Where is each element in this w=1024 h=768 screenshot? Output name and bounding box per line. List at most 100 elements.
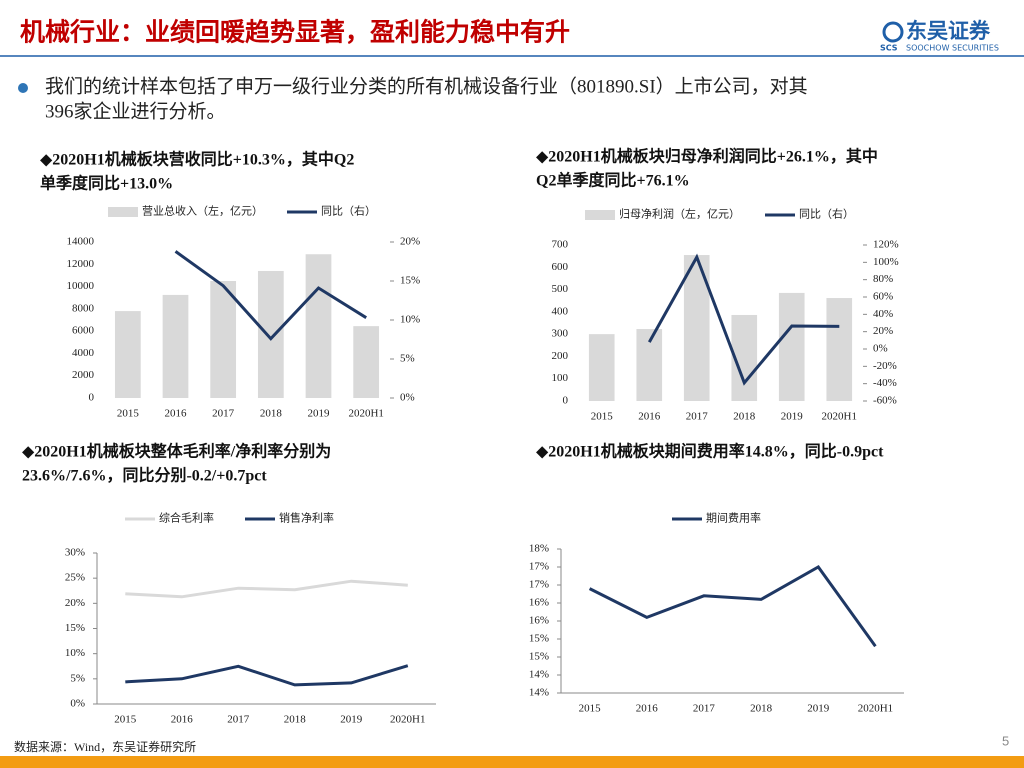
y2-tick-label: 5% [400,353,415,365]
bar [588,334,615,401]
y-tick-label: 100 [552,372,569,384]
y-tick-label: 4000 [72,347,95,359]
y2-tick-label: 80% [873,273,893,285]
y-tick-label: 0% [70,698,85,710]
chart-subtitle: 23.6%/7.6%，同比分别-0.2/+0.7pct [22,467,267,485]
line-series [647,253,840,386]
source-note: 数据来源：Wind，东吴证券研究所 [14,739,196,754]
y-tick-label: 16% [529,597,549,609]
x-tick-label: 2016 [638,411,661,423]
chart-subtitle: ◆2020H1机械板块整体毛利率/净利率分别为 [22,442,331,461]
bar [353,326,380,398]
legend-swatch [108,207,138,217]
legend-label: 同比（右） [321,204,376,218]
chart-subtitle: ◆2020H1机械板块营收同比+10.3%，其中Q2 [40,150,354,169]
y2-tick-label: -40% [873,377,897,389]
y-tick-label: 18% [529,543,549,555]
y2-tick-label: 20% [873,325,893,337]
y-tick-label: 6000 [72,325,95,337]
y-tick-label: 20% [65,597,85,609]
x-tick-label: 2019 [807,703,830,715]
x-tick-label: 2016 [636,703,659,715]
y-tick-label: 30% [65,547,85,559]
y-tick-label: 300 [552,328,569,340]
line-series [125,664,409,687]
legend-label: 综合毛利率 [159,511,214,525]
slide-title: 机械行业：业绩回暖趋势显著，盈利能力稳中有升 [20,18,570,47]
logo-mark: SCS [880,44,898,53]
y-tick-label: 0 [89,392,95,404]
y2-tick-label: 120% [873,239,899,251]
x-tick-label: 2018 [260,408,283,420]
x-tick-label: 2020H1 [822,411,857,423]
y2-tick-label: -20% [873,360,897,372]
y2-tick-label: 10% [400,314,420,326]
y-tick-label: 600 [552,261,569,273]
chart-subtitle: 单季度同比+13.0% [40,174,173,193]
bar [210,281,237,398]
intro-line: 我们的统计样本包括了申万一级行业分类的所有机械设备行业（801890.SI）上市… [45,75,808,97]
x-tick-label: 2018 [733,411,756,423]
y2-tick-label: -60% [873,395,897,407]
bar [162,294,189,398]
x-tick-label: 2016 [171,714,194,726]
y2-tick-label: 0% [873,343,888,355]
x-tick-label: 2015 [579,703,602,715]
x-tick-label: 2018 [750,703,773,715]
x-tick-label: 2016 [165,408,188,420]
y-tick-label: 25% [65,572,85,584]
y-tick-label: 500 [552,283,569,295]
y-tick-label: 14000 [67,236,95,248]
chart-subtitle: ◆2020H1机械板块期间费用率14.8%，同比-0.9pct [536,442,884,461]
y-tick-label: 15% [529,651,549,663]
y-tick-label: 10000 [67,280,95,292]
logo-sub: SOOCHOW SECURITIES [906,44,999,53]
bar [257,270,284,398]
page-number: 5 [1002,733,1009,748]
legend-label: 营业总收入（左，亿元） [142,204,263,218]
logo-text: 东吴证券 [906,19,991,43]
y2-tick-label: 60% [873,291,893,303]
y-tick-label: 0 [563,395,569,407]
y-tick-label: 400 [552,305,569,317]
x-tick-label: 2017 [227,714,250,726]
y-tick-label: 700 [552,239,569,251]
y-tick-label: 14% [529,687,549,699]
bar [826,298,853,401]
x-tick-label: 2017 [693,703,716,715]
y2-tick-label: 40% [873,308,893,320]
y2-tick-label: 15% [400,275,420,287]
x-tick-label: 2020H1 [348,408,383,420]
chart-subtitle: Q2单季度同比+76.1% [536,171,690,190]
x-tick-label: 2015 [117,408,140,420]
y-tick-label: 14% [529,669,549,681]
line-series [588,565,877,648]
y-tick-label: 12000 [67,258,95,270]
x-tick-label: 2015 [591,411,614,423]
x-tick-label: 2020H1 [390,714,425,726]
line-series [125,579,408,599]
y-tick-label: 8000 [72,302,95,314]
x-tick-label: 2019 [308,408,331,420]
bar [778,292,805,401]
logo-icon [882,21,904,43]
bar [305,254,332,398]
x-tick-label: 2018 [284,714,307,726]
bar [114,311,141,398]
legend-label: 期间费用率 [706,511,761,525]
y-tick-label: 16% [529,615,549,627]
y-tick-label: 10% [65,647,85,659]
y-tick-label: 17% [529,561,549,573]
legend-swatch [585,210,615,220]
y-tick-label: 17% [529,579,549,591]
y2-tick-label: 20% [400,236,420,248]
x-tick-label: 2020H1 [858,703,893,715]
x-tick-label: 2017 [686,411,709,423]
legend-label: 销售净利率 [279,511,334,525]
legend-label: 同比（右） [799,207,854,221]
line-series [174,250,367,341]
x-tick-label: 2019 [781,411,804,423]
x-tick-label: 2017 [212,408,235,420]
